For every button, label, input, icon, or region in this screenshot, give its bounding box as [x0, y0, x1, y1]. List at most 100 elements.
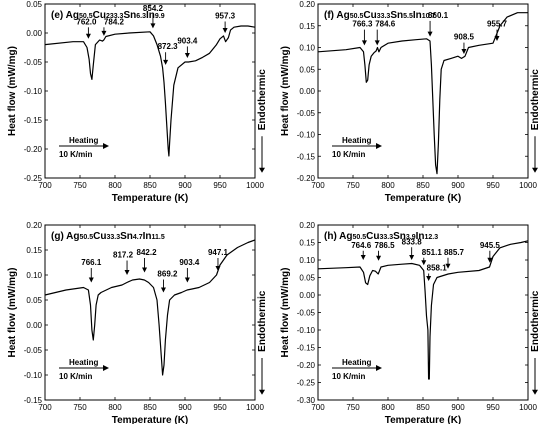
x-tick-label-g: 750 [73, 403, 87, 412]
x-tick-label-f: 850 [416, 181, 430, 190]
y-tick-label-g: 0.10 [26, 271, 42, 280]
annotation-arrowhead-f [461, 49, 467, 55]
panel-title-h: (h) Ag50.5Cu33.3Sn3.9In12.3 [324, 231, 438, 242]
annotation-arrowhead-g [88, 277, 94, 283]
y-tick-label-g: 0.20 [26, 221, 42, 230]
panel-title-part-e: In [146, 10, 155, 21]
x-tick-label-e: 900 [178, 181, 192, 190]
annotation-label-h: 945.5 [480, 241, 501, 250]
dsc-curve-e [44, 25, 256, 157]
annotation-arrowhead-h [421, 260, 427, 266]
annotation-label-h: 764.6 [351, 241, 372, 250]
heating-rate-label-g: 10 K/min [59, 372, 92, 381]
panel-title-part-f: 33.3 [377, 13, 391, 20]
annotation-arrowhead-e [150, 23, 156, 29]
panel-h: 700 750 800 850 900 950 1000 -0.30 -0.25 -0.20 -0.… [280, 221, 541, 424]
panel-title-part-g: 11.5 [152, 234, 165, 241]
dsc-curve-h [317, 240, 529, 380]
panel-title-e: (e) Ag50.5Cu233.3Sn6.3In9.9 [51, 10, 165, 21]
x-tick-label-e: 750 [73, 181, 87, 190]
heating-arrowhead-h [376, 365, 382, 371]
y-tick-label-f: 0.20 [299, 0, 315, 9]
heating-label-h: Heating [342, 358, 371, 367]
x-tick-label-g: 850 [143, 403, 157, 412]
y-tick-label-e: 0.00 [26, 29, 42, 38]
annotation-arrowhead-g [124, 270, 130, 275]
x-axis-label-f: Temperature (K) [385, 193, 462, 204]
y-tick-label-h: -0.15 [297, 344, 316, 353]
endothermic-label-f: Endothermic [530, 69, 541, 131]
x-tick-label-f: 800 [381, 181, 395, 190]
panel-title-part-f: Sn [390, 10, 403, 21]
y-tick-label-f: 0.05 [299, 65, 315, 74]
x-tick-label-h: 950 [486, 403, 500, 412]
heating-rate-label-f: 10 K/min [332, 150, 365, 159]
x-tick-label-g: 700 [38, 403, 52, 412]
y-axis-label-e: Heat flow (mW/mg) [7, 46, 18, 136]
annotation-arrowhead-g [160, 287, 166, 293]
panel-title-part-e: 50.5 [79, 13, 93, 20]
panel-title-part-e: (e) Ag [51, 10, 79, 21]
annotation-label-f: 955.7 [487, 20, 508, 29]
y-tick-label-e: -0.20 [24, 145, 43, 154]
heating-arrowhead-g [103, 365, 109, 371]
panel-g: 700 750 800 850 900 950 1000 -0.15 -0.10 -0.05 0.0… [7, 221, 268, 424]
endothermic-arrowhead-f [532, 167, 538, 173]
annotation-arrowhead-f [361, 40, 367, 46]
endothermic-label-e: Endothermic [257, 69, 268, 131]
panel-title-part-h: 50.5 [353, 234, 367, 241]
x-tick-label-e: 1000 [246, 181, 264, 190]
x-tick-label-e: 800 [108, 181, 122, 190]
annotation-label-h: 851.1 [422, 248, 443, 257]
annotation-arrowhead-g [184, 277, 190, 283]
annotation-label-e: 762.0 [76, 17, 97, 26]
y-tick-label-g: -0.15 [24, 396, 43, 405]
annotation-arrowhead-e [163, 59, 169, 65]
y-tick-label-h: -0.20 [297, 361, 316, 370]
panel-title-part-f: In [413, 10, 422, 21]
y-tick-label-f: -0.10 [297, 131, 316, 140]
x-axis-label-h: Temperature (K) [385, 415, 462, 424]
y-tick-label-f: -0.20 [297, 174, 316, 183]
y-tick-label-h: -0.25 [297, 379, 316, 388]
y-tick-label-g: 0.05 [26, 296, 42, 305]
annotation-label-e: 872.3 [158, 42, 179, 51]
x-tick-label-e: 950 [213, 181, 227, 190]
y-axis-label-h: Heat flow (mW/mg) [280, 268, 291, 358]
panel-title-part-e: 6.3 [136, 13, 146, 20]
y-tick-label-h: 0.15 [299, 239, 315, 248]
annotation-label-f: 860.1 [428, 11, 449, 20]
panel-title-part-g: 50.5 [80, 234, 94, 241]
annotation-arrowhead-f [374, 40, 380, 46]
annotation-arrowhead-h [376, 255, 382, 261]
panel-title-part-g: 33.3 [106, 234, 120, 241]
x-tick-label-g: 800 [108, 403, 122, 412]
panel-title-part-h: Sn [393, 231, 406, 242]
annotation-arrowhead-e [222, 28, 228, 33]
panel-title-part-e: 233.3 [106, 13, 124, 20]
annotation-label-h: 858.1 [427, 264, 448, 273]
x-tick-label-h: 1000 [519, 403, 537, 412]
heating-label-f: Heating [342, 136, 371, 145]
x-tick-label-f: 1000 [519, 181, 537, 190]
y-tick-label-e: -0.25 [24, 174, 43, 183]
annotation-label-h: 786.5 [375, 241, 396, 250]
x-axis-label-g: Temperature (K) [112, 415, 189, 424]
x-axis-label-e: Temperature (K) [112, 193, 189, 204]
y-tick-label-g: -0.05 [24, 346, 43, 355]
endothermic-arrowhead-e [259, 167, 265, 173]
annotation-arrowhead-h [445, 263, 451, 269]
panel-title-part-g: (g) Ag [51, 231, 80, 242]
annotation-label-f: 908.5 [454, 33, 475, 42]
y-tick-label-h: 0.05 [299, 274, 315, 283]
annotation-label-g: 947.1 [208, 248, 229, 257]
heating-arrowhead-f [376, 143, 382, 149]
y-tick-label-h: 0.10 [299, 256, 315, 265]
annotation-arrowhead-e [101, 30, 107, 36]
annotation-arrowhead-e [184, 52, 190, 58]
annotation-label-g: 842.2 [137, 248, 158, 257]
panel-title-part-h: 33.3 [379, 234, 393, 241]
y-axis-label-f: Heat flow (mW/mg) [280, 46, 291, 136]
heating-label-g: Heating [69, 358, 98, 367]
panel-title-part-e: 9.9 [155, 13, 165, 20]
